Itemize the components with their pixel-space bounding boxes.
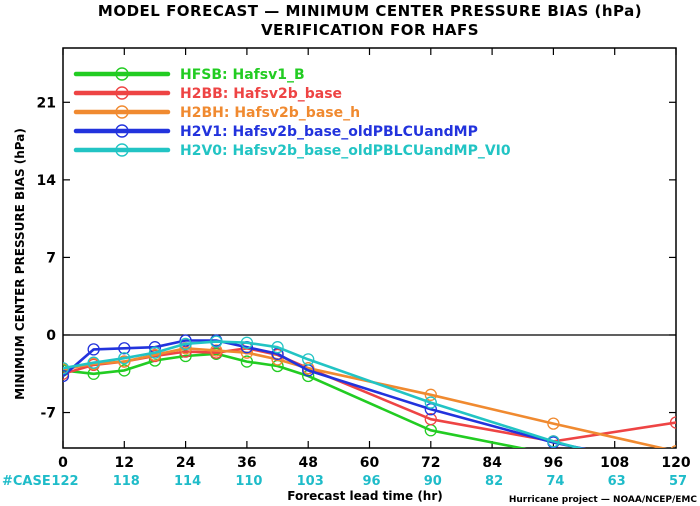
chart-subtitle: VERIFICATION FOR HAFS	[261, 21, 479, 39]
data-point	[547, 435, 560, 448]
x-tick-label: 120	[661, 455, 690, 471]
data-point	[271, 341, 284, 354]
x-tick-label: 72	[421, 455, 440, 471]
legend-marker	[115, 124, 129, 138]
data-point	[302, 353, 315, 366]
data-point	[424, 413, 437, 426]
case-count: 82	[485, 474, 503, 489]
data-point	[424, 396, 437, 409]
y-axis-label: MINIMUM CENTER PRESSURE BIAS (hPa)	[13, 128, 27, 400]
x-tick-labels: 0 12 24 36 48 60 72 84 96 108 120	[58, 455, 691, 471]
plot-frame	[62, 47, 677, 449]
legend-label: H2BB: Hafsv2b_base	[180, 86, 342, 102]
x-tick-label: 0	[58, 455, 68, 471]
y-tick-label: 7	[46, 250, 56, 266]
x-tick-label: 108	[600, 455, 629, 471]
y-tick-label: -7	[40, 406, 56, 422]
y-tick-label: 14	[37, 173, 57, 189]
y-tick-label: 0	[46, 328, 56, 344]
legend-label: H2V1: Hafsv2b_base_oldPBLCUandMP	[180, 124, 478, 140]
x-tick-label: 96	[544, 455, 563, 471]
case-count: 118	[113, 474, 140, 489]
credit-text: Hurricane project — NOAA/NCEP/EMC	[509, 495, 698, 505]
data-point	[210, 344, 223, 357]
data-point	[240, 336, 254, 349]
data-point	[179, 337, 192, 350]
data-point	[424, 388, 437, 401]
case-count: 114	[174, 474, 201, 489]
case-count: 103	[297, 474, 324, 489]
x-tick-label: 24	[176, 455, 196, 471]
legend-label: H2V0: Hafsv2b_base_oldPBLCUandMP_VI0	[180, 143, 511, 159]
series-line	[63, 346, 676, 443]
case-count: 96	[362, 474, 380, 489]
legend-marker	[115, 143, 129, 157]
legend-marker	[115, 67, 129, 81]
data-point	[210, 335, 223, 348]
case-counts-row: 122 118 114 110 103 96 90 82 74 63 57 #CASE	[2, 474, 687, 489]
x-tick-label: 48	[298, 455, 317, 471]
case-count: 122	[51, 474, 78, 489]
data-point	[118, 355, 131, 368]
x-tick-label: 36	[237, 455, 256, 471]
y-tick-label: 21	[37, 95, 56, 111]
series-layer	[63, 334, 676, 448]
x-tick-label: 84	[482, 455, 502, 471]
legend-label: H2BH: Hafsv2b_base_h	[180, 105, 360, 121]
x-axis-label: Forecast lead time (hr)	[287, 489, 443, 503]
case-count: 57	[669, 474, 687, 489]
case-count: 110	[235, 474, 262, 489]
data-point	[87, 356, 100, 369]
data-point	[118, 352, 131, 365]
legend-marker	[115, 105, 129, 119]
data-point	[240, 355, 254, 368]
legend-label: HFSB: Hafsv1_B	[180, 67, 305, 83]
data-point	[148, 346, 162, 359]
y-tick-labels: -7 0 7 14 21	[37, 95, 57, 421]
series-4	[63, 335, 584, 448]
case-count: 90	[424, 474, 442, 489]
x-tick-label: 12	[115, 455, 134, 471]
case-count: 63	[608, 474, 626, 489]
legend-marker	[115, 86, 129, 100]
data-point	[547, 417, 560, 430]
data-point	[87, 343, 100, 356]
case-count: 74	[546, 474, 564, 489]
x-tick-label: 60	[360, 455, 380, 471]
axis-tick-marks	[62, 48, 677, 448]
data-point	[63, 362, 70, 375]
data-point	[118, 364, 131, 377]
legend: HFSB: Hafsv1_B H2BB: Hafsv2b_base H2BH: Ha…	[73, 67, 511, 159]
data-point	[118, 342, 131, 355]
case-row-label: #CASE	[2, 474, 51, 489]
data-point	[63, 369, 70, 383]
data-point	[179, 334, 192, 347]
data-point	[669, 416, 676, 429]
chart-title: MODEL FORECAST — MINIMUM CENTER PRESSURE…	[98, 2, 642, 20]
